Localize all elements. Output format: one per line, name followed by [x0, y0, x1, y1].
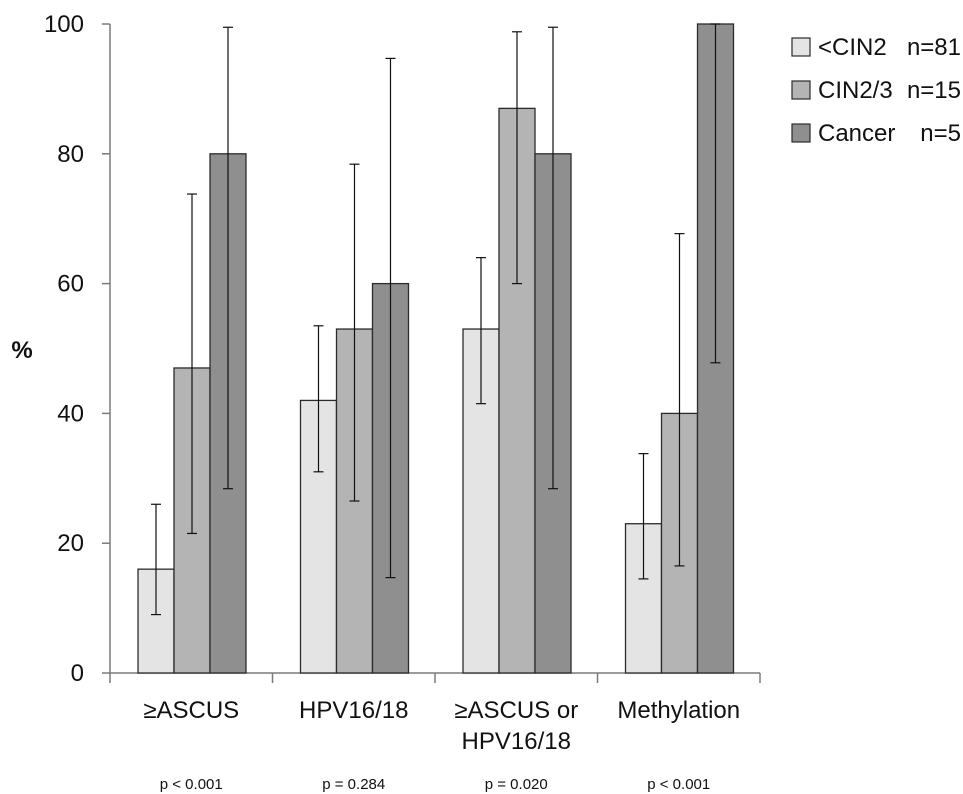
y-tick-label: 80	[57, 141, 84, 168]
category-label-line: HPV16/18	[299, 697, 408, 724]
error-bars	[151, 23, 721, 616]
legend-series-name: CIN2/3	[818, 77, 893, 104]
category-label: HPV16/18	[299, 697, 408, 724]
p-value-label: p = 0.020	[485, 776, 548, 793]
p-value-label: p < 0.001	[160, 776, 223, 793]
legend-series-n: n=81	[907, 34, 961, 61]
legend-series-n: n=15	[907, 77, 961, 104]
category-label-line: Methylation	[617, 697, 740, 724]
category-label: Methylation	[617, 697, 740, 724]
y-tick-label: 60	[57, 271, 84, 298]
y-axis-label: %	[11, 337, 32, 364]
legend-series-name: Cancer	[818, 120, 895, 147]
category-label: ≥ASCUS	[143, 697, 239, 724]
legend: <CIN2 n=81 CIN2/3 n=15 Cancer n=5	[791, 34, 961, 147]
y-tick-label: 0	[71, 660, 84, 687]
legend-series-name: <CIN2	[818, 34, 887, 61]
y-tick-label: 40	[57, 400, 84, 427]
p-value-label: p = 0.284	[322, 776, 385, 793]
bars	[137, 23, 735, 674]
legend-swatch	[791, 80, 811, 100]
legend-series-n: n=5	[920, 120, 961, 147]
y-tick-label: 20	[57, 530, 84, 557]
legend-swatch	[791, 123, 811, 143]
category-label-line: ≥ASCUS	[143, 697, 239, 724]
p-value-label: p < 0.001	[647, 776, 710, 793]
legend-swatch	[791, 37, 811, 57]
category-labels: ≥ASCUS p < 0.001 HPV16/18 p = 0.284 ≥ASCUS o…	[143, 697, 740, 793]
category-label-line: ≥ASCUS or	[454, 697, 578, 724]
y-tick-label: 100	[44, 11, 84, 38]
category-label: ≥ASCUS or HPV16/18	[454, 697, 578, 755]
category-label-line: HPV16/18	[462, 728, 571, 755]
